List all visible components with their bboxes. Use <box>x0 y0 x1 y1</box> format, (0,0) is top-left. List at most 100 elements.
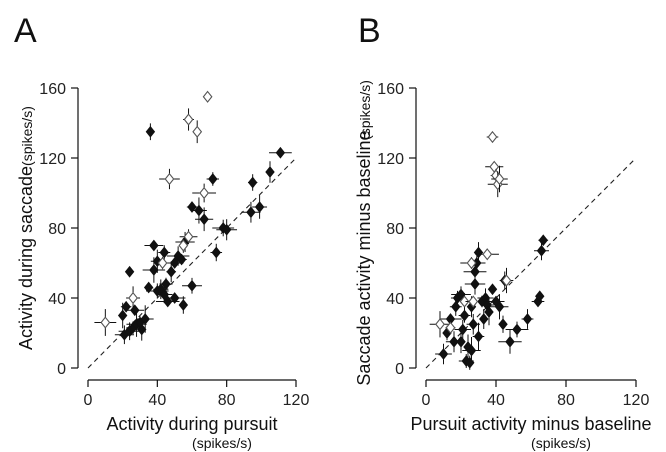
panel-letter: A <box>14 12 37 50</box>
data-point-filled <box>187 201 197 213</box>
data-point-filled <box>117 309 128 322</box>
y-axis-unit: (spikes/s) <box>19 106 35 166</box>
y-tick-label: 120 <box>377 151 404 168</box>
data-point-filled <box>456 288 466 301</box>
y-axis-label: Activity during saccade <box>16 166 36 350</box>
y-tick-label: 80 <box>386 221 404 238</box>
data-point-filled <box>473 330 484 343</box>
data-point-filled <box>494 300 505 313</box>
unity-line <box>425 157 637 369</box>
series-open-diamond <box>94 90 217 336</box>
data-point-filled <box>468 318 478 331</box>
x-axis-unit: (spikes/s) <box>531 435 591 451</box>
data-point-filled <box>221 223 232 236</box>
data-point-filled <box>498 318 508 331</box>
x-tick-label: 0 <box>422 392 431 409</box>
data-point-filled <box>470 278 480 290</box>
data-point-open <box>100 316 111 329</box>
data-point-filled <box>466 344 477 357</box>
panel-letter: B <box>358 12 381 50</box>
data-point-filled <box>166 265 176 278</box>
data-point-filled <box>130 304 140 317</box>
data-point-open <box>468 295 479 308</box>
data-point-filled <box>479 313 489 325</box>
data-point-open <box>501 274 512 287</box>
x-tick-label: 40 <box>148 392 166 409</box>
panel-a: A 0 40 80 120 0 40 80 120 160 Activity during purs… <box>14 12 309 451</box>
y-tick-label: 40 <box>48 291 66 308</box>
data-point-filled <box>161 278 171 290</box>
data-point-open <box>466 256 477 270</box>
unity-line <box>87 157 297 369</box>
data-point-open <box>178 239 189 252</box>
data-point-filled <box>145 125 156 138</box>
series-filled-diamond <box>114 123 292 345</box>
x-tick-label: 80 <box>218 392 236 409</box>
data-point-filled <box>121 300 131 313</box>
data-point-filled <box>178 299 189 311</box>
data-point-filled <box>149 264 159 276</box>
data-point-open <box>494 172 505 186</box>
x-tick-label: 40 <box>487 392 505 409</box>
data-point-open <box>482 248 493 261</box>
data-point-filled <box>438 348 449 360</box>
data-point-filled <box>211 246 221 259</box>
x-axis-unit: (spikes/s) <box>192 435 252 451</box>
data-point-filled <box>187 279 197 292</box>
x-tick-label: 80 <box>557 392 575 409</box>
data-point-filled <box>176 253 187 266</box>
data-point-open <box>489 160 500 173</box>
data-point-filled <box>140 313 150 325</box>
data-point-open <box>435 318 445 331</box>
data-point-open <box>202 90 213 103</box>
data-point-open <box>157 256 168 270</box>
data-point-filled <box>143 281 154 294</box>
data-point-filled <box>265 166 275 178</box>
data-point-filled <box>208 173 218 185</box>
data-point-filled <box>449 335 459 348</box>
data-point-filled <box>194 204 204 217</box>
data-point-filled <box>535 290 545 303</box>
data-point-open <box>128 291 138 305</box>
x-axis-label: Activity during pursuit <box>106 414 277 434</box>
data-point-open <box>164 172 175 186</box>
data-point-filled <box>159 288 169 301</box>
data-point-filled <box>487 283 498 296</box>
data-point-open <box>487 130 498 144</box>
panel-b: B 0 40 80 120 0 40 80 120 160 Pursuit activity min… <box>354 12 652 451</box>
data-point-filled <box>169 292 180 304</box>
data-point-filled <box>538 234 548 247</box>
data-point-open <box>199 186 210 200</box>
y-axis-unit: (spikes/s) <box>357 80 373 140</box>
y-tick-label: 80 <box>48 221 66 238</box>
data-point-open <box>183 113 194 126</box>
data-point-filled <box>459 309 470 322</box>
data-point-filled <box>473 246 484 259</box>
data-point-open <box>459 295 470 308</box>
data-point-filled <box>149 239 159 252</box>
y-tick-label: 160 <box>39 81 66 98</box>
data-point-filled <box>163 295 173 308</box>
data-point-open <box>183 230 194 243</box>
data-point-filled <box>254 201 265 213</box>
data-point-filled <box>169 257 180 269</box>
data-point-filled <box>137 323 147 336</box>
x-axis-label: Pursuit activity minus baseline <box>410 414 651 434</box>
data-point-filled <box>246 206 256 219</box>
data-point-filled <box>275 146 286 159</box>
data-point-filled <box>505 335 515 348</box>
y-tick-label: 0 <box>395 361 404 378</box>
data-point-filled <box>159 246 169 259</box>
data-point-filled <box>484 306 494 318</box>
y-tick-label: 40 <box>386 291 404 308</box>
series-open-diamond <box>429 130 514 338</box>
y-axis-label: Saccade activity minus baseline <box>354 130 374 385</box>
x-tick-label: 0 <box>84 392 93 409</box>
data-point-filled <box>199 213 209 226</box>
x-tick-label: 120 <box>623 392 650 409</box>
data-point-filled <box>458 323 468 336</box>
data-point-filled <box>173 250 183 262</box>
data-point-open <box>192 125 203 138</box>
